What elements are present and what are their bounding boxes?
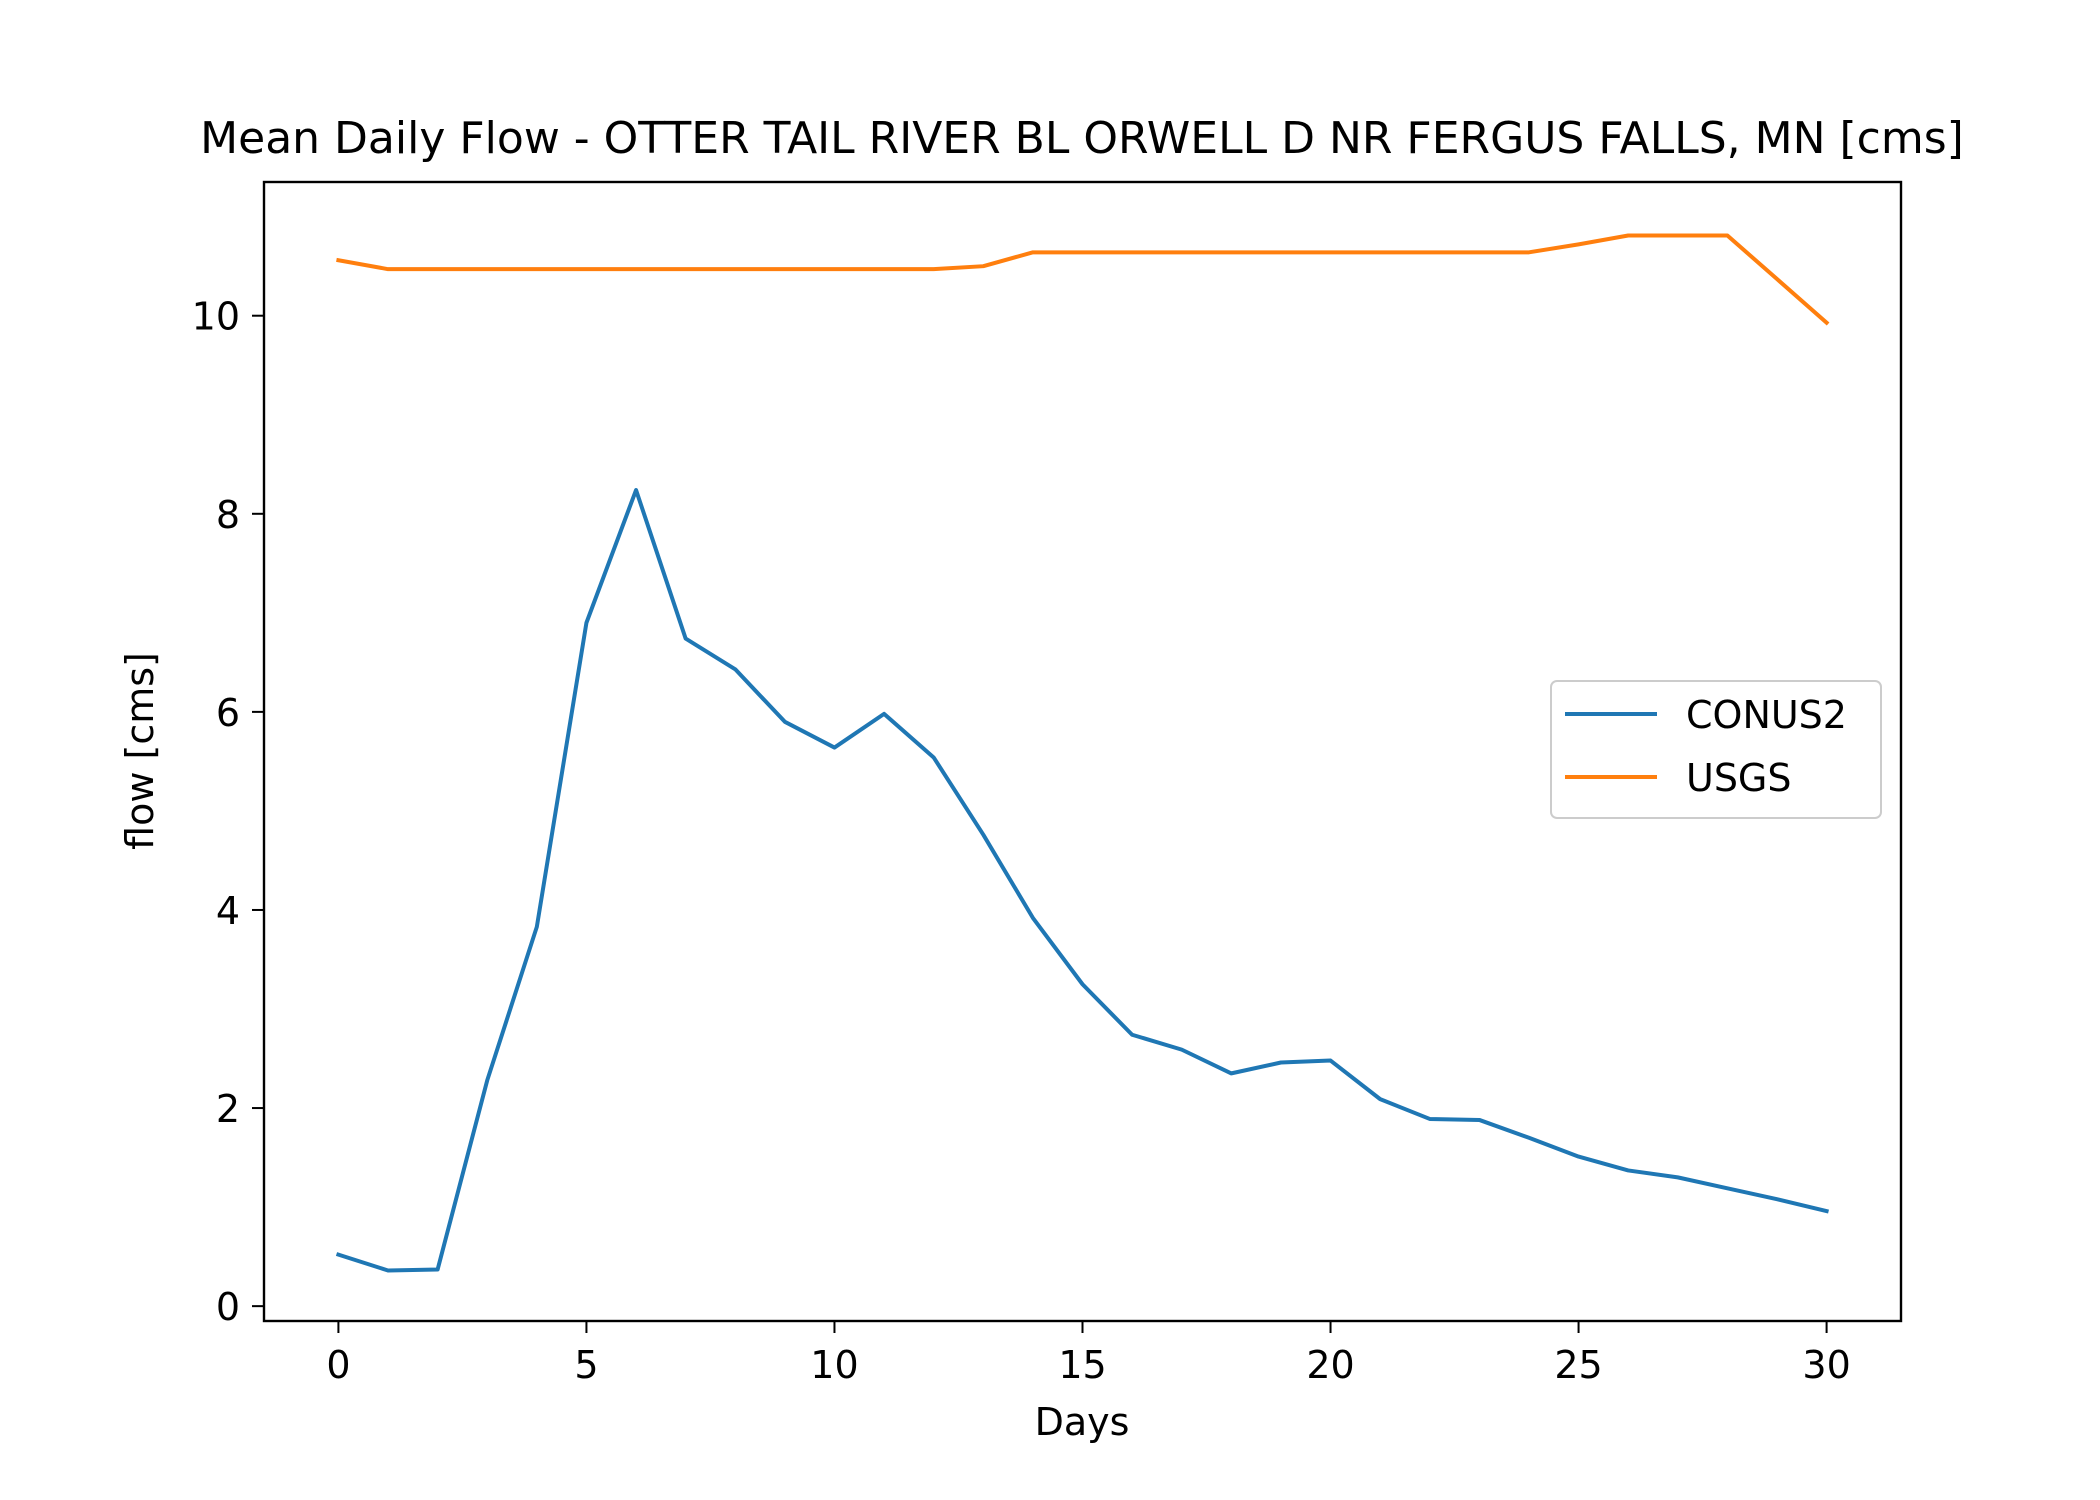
y-axis-ticks: 0 2 4 6 8 10 <box>192 295 264 1329</box>
y-tick-label: 0 <box>216 1285 240 1329</box>
x-tick-label: 0 <box>326 1343 350 1387</box>
series-lines <box>335 233 1830 1273</box>
chart-title: Mean Daily Flow - OTTER TAIL RIVER BL OR… <box>200 113 1964 164</box>
legend: CONUS2 USGS <box>1550 680 1882 819</box>
y-tick-label: 10 <box>192 295 240 339</box>
legend-label-usgs: USGS <box>1686 756 1792 800</box>
series-line-usgs <box>336 233 1830 326</box>
x-axis-ticks: 0 5 10 15 20 25 30 <box>326 1321 1851 1387</box>
y-tick-label: 8 <box>216 493 240 537</box>
x-axis-label: Days <box>1035 1400 1130 1444</box>
x-tick-label: 20 <box>1306 1343 1354 1387</box>
x-tick-label: 30 <box>1802 1343 1850 1387</box>
y-axis-label: flow [cms] <box>118 652 162 850</box>
y-tick-label: 6 <box>216 691 240 735</box>
x-tick-label: 25 <box>1554 1343 1602 1387</box>
x-tick-label: 15 <box>1058 1343 1106 1387</box>
y-tick-label: 4 <box>216 889 240 933</box>
series-line-conus2 <box>335 488 1830 1273</box>
x-tick-label: 5 <box>574 1343 598 1387</box>
x-tick-label: 10 <box>810 1343 858 1387</box>
y-tick-label: 2 <box>216 1087 240 1131</box>
plot-frame <box>262 180 1903 1323</box>
legend-label-conus2: CONUS2 <box>1686 693 1847 737</box>
